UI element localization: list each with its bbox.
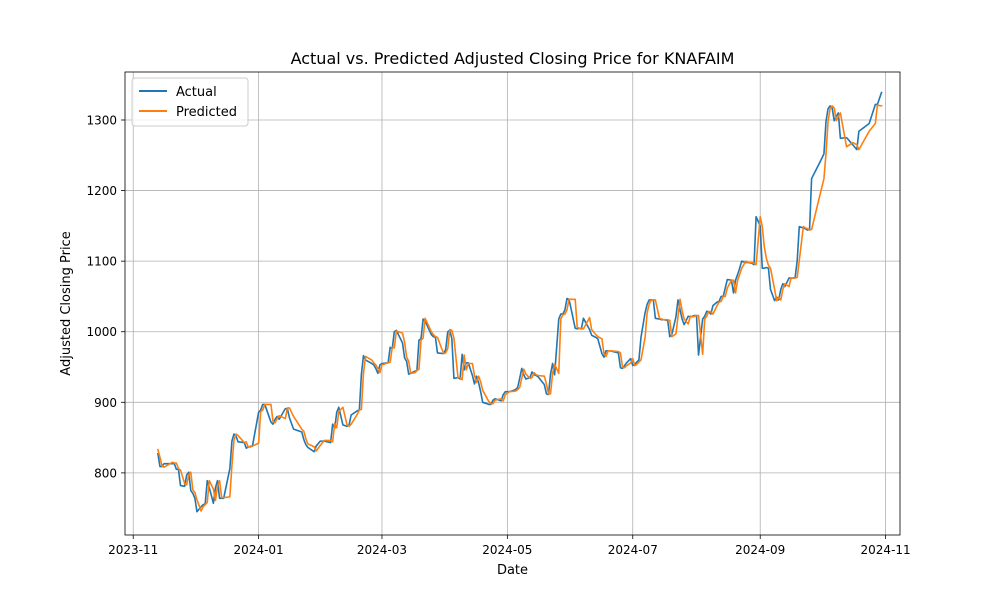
- x-tick-label: 2024-03: [357, 543, 407, 557]
- x-tick-label: 2023-11: [108, 543, 158, 557]
- y-tick-label: 900: [94, 396, 117, 410]
- y-tick-label: 1100: [86, 255, 117, 269]
- axes-frame: [124, 71, 901, 536]
- legend-label-actual: Actual: [176, 85, 217, 100]
- y-axis-label: Adjusted Closing Price: [59, 231, 74, 375]
- series-layer: [156, 91, 883, 513]
- x-tick-label: 2024-11: [861, 543, 911, 557]
- x-tick-label: 2024-05: [482, 543, 532, 557]
- x-tick-label: 2024-07: [608, 543, 658, 557]
- y-tick-label: 800: [94, 466, 117, 480]
- grid: [125, 72, 900, 535]
- series-line-predicted: [156, 104, 883, 512]
- legend: Actual Predicted: [131, 77, 249, 127]
- x-axis-ticks: 2023-11 2024-01 2024-03 2024-05 2024-07 2024-…: [108, 535, 911, 557]
- x-tick-label: 2024-09: [735, 543, 785, 557]
- x-tick-label: 2024-01: [234, 543, 284, 557]
- x-axis-label: Date: [497, 563, 528, 578]
- y-tick-label: 1000: [86, 325, 117, 339]
- y-axis-ticks: 800 900 1000 1100 1200 1300: [86, 113, 125, 480]
- legend-label-predicted: Predicted: [176, 105, 237, 120]
- y-tick-label: 1300: [86, 113, 117, 127]
- chart-title: Actual vs. Predicted Adjusted Closing Pr…: [291, 49, 735, 68]
- y-tick-label: 1200: [86, 184, 117, 198]
